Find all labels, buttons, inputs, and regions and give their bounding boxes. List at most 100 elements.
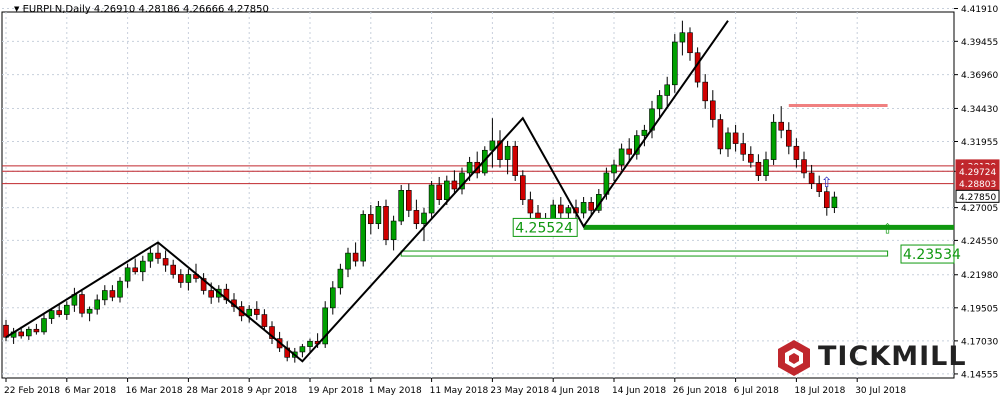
candle-body xyxy=(565,207,572,214)
candle-body xyxy=(763,159,769,176)
candle-body xyxy=(124,267,131,282)
candle-body xyxy=(831,196,838,208)
candle-body xyxy=(626,148,633,155)
y-tick-label: 4.24550 xyxy=(961,237,998,247)
candle-body xyxy=(360,214,367,262)
candle-body xyxy=(436,184,443,200)
candle-body xyxy=(170,264,176,275)
arrow-up-icon: ⇧ xyxy=(882,222,894,238)
candle-body xyxy=(618,148,625,166)
candle-body xyxy=(41,318,47,333)
y-tick-label: 4.39455 xyxy=(961,38,998,48)
candle-body xyxy=(322,307,329,345)
x-tick-label: 19 Apr 2018 xyxy=(308,386,364,396)
candle-body xyxy=(307,340,313,347)
tickmill-hexagon-icon xyxy=(778,340,810,376)
candle-body xyxy=(785,129,792,147)
x-tick-label: 30 Jul 2018 xyxy=(855,386,906,396)
x-tick-label: 6 Mar 2018 xyxy=(65,386,117,396)
candle-body xyxy=(679,32,686,43)
candle-body xyxy=(413,210,420,225)
candle-body xyxy=(25,328,32,337)
plot-frame xyxy=(1,11,955,379)
candle-body xyxy=(702,81,709,102)
support-label-upper-box xyxy=(512,217,578,237)
candle-body xyxy=(398,190,405,222)
candle-body xyxy=(352,252,359,262)
candle-body xyxy=(793,145,800,160)
candle-body xyxy=(497,140,503,160)
candle-body xyxy=(200,278,207,291)
candle-body xyxy=(64,304,70,315)
dropdown-arrow-icon[interactable]: ▼ xyxy=(14,5,20,13)
zigzag-line xyxy=(5,20,729,363)
candle-body xyxy=(132,267,138,273)
candle-body xyxy=(512,145,519,176)
candle-body xyxy=(519,175,526,200)
candle-body xyxy=(109,290,116,298)
x-tick-label: 18 Jul 2018 xyxy=(794,386,845,396)
y-tick-label: 4.17030 xyxy=(961,337,998,347)
candle-body xyxy=(117,280,123,298)
candle-body xyxy=(550,204,557,219)
candle-body xyxy=(246,308,252,317)
candle-body xyxy=(254,308,260,315)
support-label-lower: 4.23534 xyxy=(903,247,961,263)
candle-body xyxy=(816,183,823,192)
candle-body xyxy=(299,346,306,353)
brand-logo: TICKMILL xyxy=(774,338,966,378)
candle-body xyxy=(269,326,275,339)
x-tick-label: 9 Apr 2018 xyxy=(247,386,297,396)
candle-body xyxy=(755,161,762,176)
candle-body xyxy=(687,32,693,54)
candle-body xyxy=(383,206,389,241)
candle-body xyxy=(390,220,397,241)
y-tick-label: 4.14555 xyxy=(961,370,998,380)
support-label-upper: 4.25524 xyxy=(515,220,573,236)
x-tick-label: 26 Jun 2018 xyxy=(673,386,727,396)
candle-body xyxy=(770,121,777,160)
candle-body xyxy=(580,202,587,214)
y-tick-label: 4.31955 xyxy=(961,138,998,148)
candle-body xyxy=(725,132,731,150)
y-tick-label: 4.21980 xyxy=(961,271,998,281)
candle-body xyxy=(178,274,184,283)
candle-body xyxy=(459,172,465,190)
candle-body xyxy=(527,199,534,214)
candle-body xyxy=(504,145,511,160)
x-tick-label: 28 Mar 2018 xyxy=(186,386,243,396)
candle-body xyxy=(367,214,374,225)
candle-body xyxy=(261,314,268,327)
price-tag xyxy=(955,189,1000,203)
candle-body xyxy=(823,191,830,208)
candle-body xyxy=(94,299,100,310)
x-tick-label: 14 Jun 2018 xyxy=(612,386,666,396)
y-tick-label: 4.27005 xyxy=(961,204,998,214)
y-tick-label: 4.36960 xyxy=(961,71,998,81)
candle-body xyxy=(801,159,807,174)
symbol-ohlc-label: EURPLN,Daily 4.26910 4.28186 4.26666 4.2… xyxy=(22,4,269,15)
candle-body xyxy=(709,100,716,120)
brand-name: TICKMILL xyxy=(818,341,967,372)
candle-body xyxy=(345,252,351,270)
candle-body xyxy=(162,258,169,266)
arrow-up-icon: ⇧ xyxy=(821,175,833,191)
candle-body xyxy=(633,135,640,155)
price-tag-label: 4.27850 xyxy=(959,193,996,203)
candle-body xyxy=(185,274,192,283)
candle-body xyxy=(747,153,754,163)
candle-body xyxy=(428,184,435,214)
candle-body xyxy=(740,143,747,155)
price-tag-label: 4.28803 xyxy=(959,180,996,190)
support-zone-box xyxy=(400,250,889,257)
y-tick-label: 4.41910 xyxy=(961,5,998,15)
x-tick-label: 6 Jul 2018 xyxy=(734,386,779,396)
candle-body xyxy=(33,328,40,333)
candle-body xyxy=(86,308,93,314)
candle-body xyxy=(375,206,382,225)
candle-body xyxy=(405,190,412,211)
candle-body xyxy=(732,132,739,144)
candle-body xyxy=(208,290,214,298)
